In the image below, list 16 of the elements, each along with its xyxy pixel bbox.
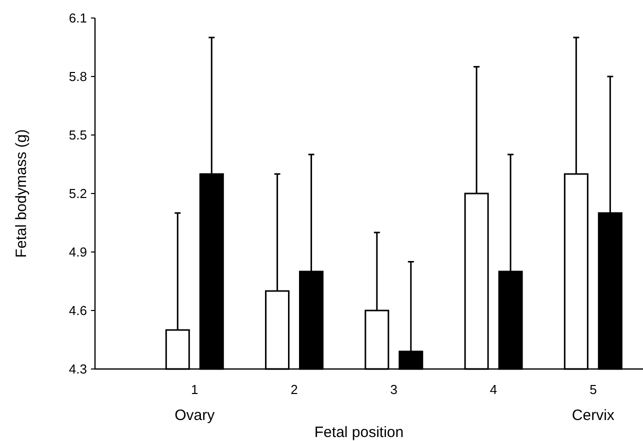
y-tick-label: 5.8: [68, 69, 87, 84]
x-tick-label: 3: [390, 382, 398, 397]
x-tick-label: 5: [590, 382, 597, 397]
text: Cervix: [572, 407, 615, 424]
y-tick-label: 5.5: [68, 128, 87, 143]
y-tick-label: 5.2: [68, 186, 87, 202]
y-axis-title: Fetal bodymass (g): [13, 129, 30, 258]
x-tick-label: 4: [490, 382, 498, 397]
x-tick-label: 2: [290, 382, 298, 397]
y-tick-label: 4.6: [68, 303, 87, 318]
y-tick-label: 4.9: [68, 244, 87, 260]
y-tick-label: 6.1: [68, 10, 87, 26]
x-tick-label: 1: [191, 382, 198, 397]
y-tick-label: 4.3: [68, 362, 87, 377]
x-axis-title: Fetal position: [314, 424, 404, 441]
text: Ovary: [174, 407, 216, 424]
